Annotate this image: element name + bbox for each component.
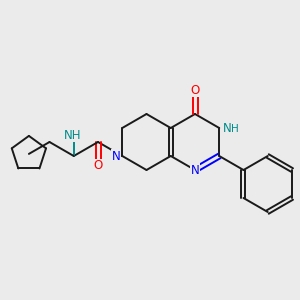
Text: N: N bbox=[223, 122, 232, 134]
Text: N: N bbox=[190, 164, 200, 176]
Text: NH: NH bbox=[64, 129, 82, 142]
Text: O: O bbox=[93, 159, 103, 172]
Text: O: O bbox=[190, 84, 200, 97]
Text: N: N bbox=[112, 149, 120, 163]
Text: H: H bbox=[231, 124, 239, 134]
